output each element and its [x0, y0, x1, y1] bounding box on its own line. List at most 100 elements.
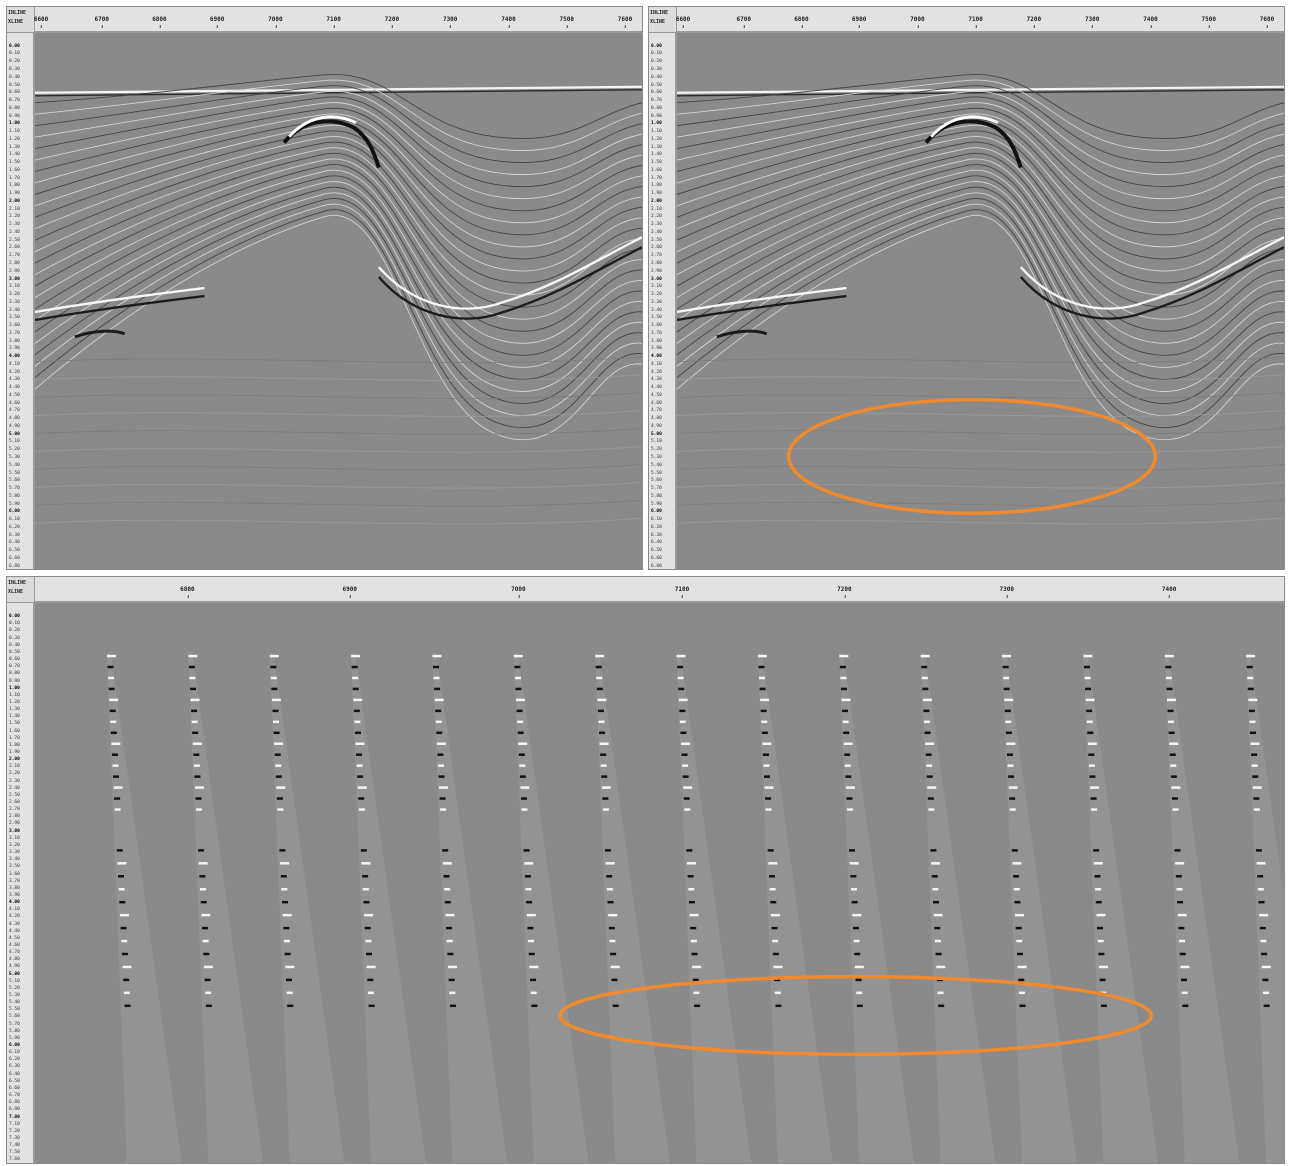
gather-event: [844, 753, 851, 756]
gather-event: [1248, 709, 1255, 713]
gather-event: [680, 742, 690, 745]
y-tick-label: 7.10: [9, 1121, 20, 1127]
reflector: [74, 329, 126, 339]
gather-event: [1091, 808, 1098, 811]
gather-event: [1170, 764, 1177, 767]
reflector: [677, 197, 1284, 405]
gather-event: [271, 698, 281, 702]
x-tick-label: 6900: [209, 16, 225, 28]
y-tick-label: 1.20: [651, 136, 662, 142]
y-tick-label: 4.10: [9, 361, 20, 367]
x-axis: 6600 6700 6800 6900 7000 7100 7200 7300 7400 7500…: [34, 7, 642, 33]
gather-event: [191, 709, 198, 713]
y-tick-label: 5.10: [651, 439, 662, 445]
y-tick-label: 2.70: [9, 253, 20, 259]
gather-event: [520, 797, 527, 800]
gather-event: [357, 775, 364, 778]
gather-event: [1097, 926, 1104, 930]
x-tick-label: 7000: [910, 16, 925, 28]
gather-event: [601, 786, 611, 789]
y-tick-label: 6.00: [651, 509, 662, 515]
y-tick-label: 4.80: [651, 416, 662, 422]
y-tick-label: 2.30: [651, 222, 662, 228]
y-tick-label: 6.40: [651, 540, 662, 546]
gather-event: [1252, 786, 1262, 789]
gather-event: [839, 654, 849, 658]
gather-event: [1165, 665, 1172, 669]
y-tick-label: 1.30: [651, 144, 662, 150]
y-tick-label: 0.50: [9, 82, 20, 88]
y-tick-label: 4.20: [9, 914, 20, 920]
gather-event: [601, 775, 608, 778]
gather-event: [1096, 913, 1106, 917]
gather-event: [530, 978, 537, 982]
reflector: [677, 517, 1284, 525]
seismic-canvas[interactable]: [35, 33, 642, 569]
salt-dome-top: [924, 119, 1023, 169]
gather-event: [111, 742, 121, 745]
gather-event: [849, 849, 856, 852]
y-tick-label: 2.80: [651, 260, 662, 266]
y-tick-label: 2.50: [9, 792, 20, 798]
y-tick-label: 1.70: [9, 175, 20, 181]
reflector: [35, 294, 205, 322]
reflector: [677, 286, 847, 314]
y-tick-label: 1.40: [9, 714, 20, 720]
gather-event: [364, 926, 371, 930]
gather-event: [1019, 1004, 1026, 1008]
y-tick-label: 2.30: [9, 222, 20, 228]
gather-event: [205, 991, 212, 995]
gather-event: [933, 913, 943, 917]
x-tick-label: 6700: [736, 16, 751, 28]
gather-event: [606, 875, 613, 878]
gather-event: [195, 797, 202, 800]
gather-event: [358, 808, 365, 811]
gather-event: [1084, 676, 1091, 680]
gather-event: [1177, 913, 1187, 917]
gather-event: [352, 676, 359, 680]
x-tick-label: 6800: [180, 586, 195, 598]
gather-event: [772, 952, 779, 956]
gather-event: [1088, 753, 1095, 756]
gather-event: [1257, 887, 1264, 891]
y-tick-label: 5.30: [9, 455, 20, 460]
y-tick-label: 3.60: [651, 323, 662, 329]
xline-label: XLINE: [650, 19, 666, 25]
y-tick-label: 3.40: [9, 307, 20, 313]
gather-event: [284, 952, 291, 956]
y-tick-label: 0.20: [651, 59, 662, 65]
y-tick-label: 2.70: [651, 253, 662, 259]
gather-event: [853, 939, 860, 943]
gather-event: [925, 753, 932, 756]
gather-event: [269, 654, 279, 658]
gather-event: [1013, 887, 1020, 891]
gather-event: [108, 676, 115, 680]
gather-event: [1018, 991, 1025, 995]
y-tick-label: 3.80: [9, 338, 20, 344]
gather-event: [1008, 786, 1018, 789]
gather-event: [193, 753, 200, 756]
gather-event: [114, 808, 121, 811]
gather-event: [850, 887, 857, 891]
gather-event: [358, 797, 365, 800]
y-tick-label: 4.40: [9, 385, 20, 391]
reflector: [35, 135, 642, 272]
y-tick-label: 3.60: [9, 871, 20, 877]
gather-event: [928, 808, 935, 811]
gather-event: [1093, 849, 1100, 852]
gather-event: [842, 709, 849, 713]
seismic-canvas[interactable]: [677, 33, 1284, 569]
reflector: [35, 517, 642, 525]
y-tick-label: 7.00: [9, 1114, 20, 1120]
reflector: [35, 203, 642, 417]
y-tick-label: 2.10: [9, 764, 20, 770]
gather-canvas[interactable]: [35, 603, 1284, 1163]
gather-event: [1262, 978, 1269, 982]
gather-event: [442, 849, 449, 852]
gather-event: [854, 965, 864, 969]
gather-event: [361, 862, 371, 865]
y-tick-label: 7.20: [9, 1128, 20, 1134]
y-tick-label: 2.60: [9, 800, 20, 806]
gather-event: [1093, 862, 1103, 865]
reflector: [35, 158, 642, 320]
